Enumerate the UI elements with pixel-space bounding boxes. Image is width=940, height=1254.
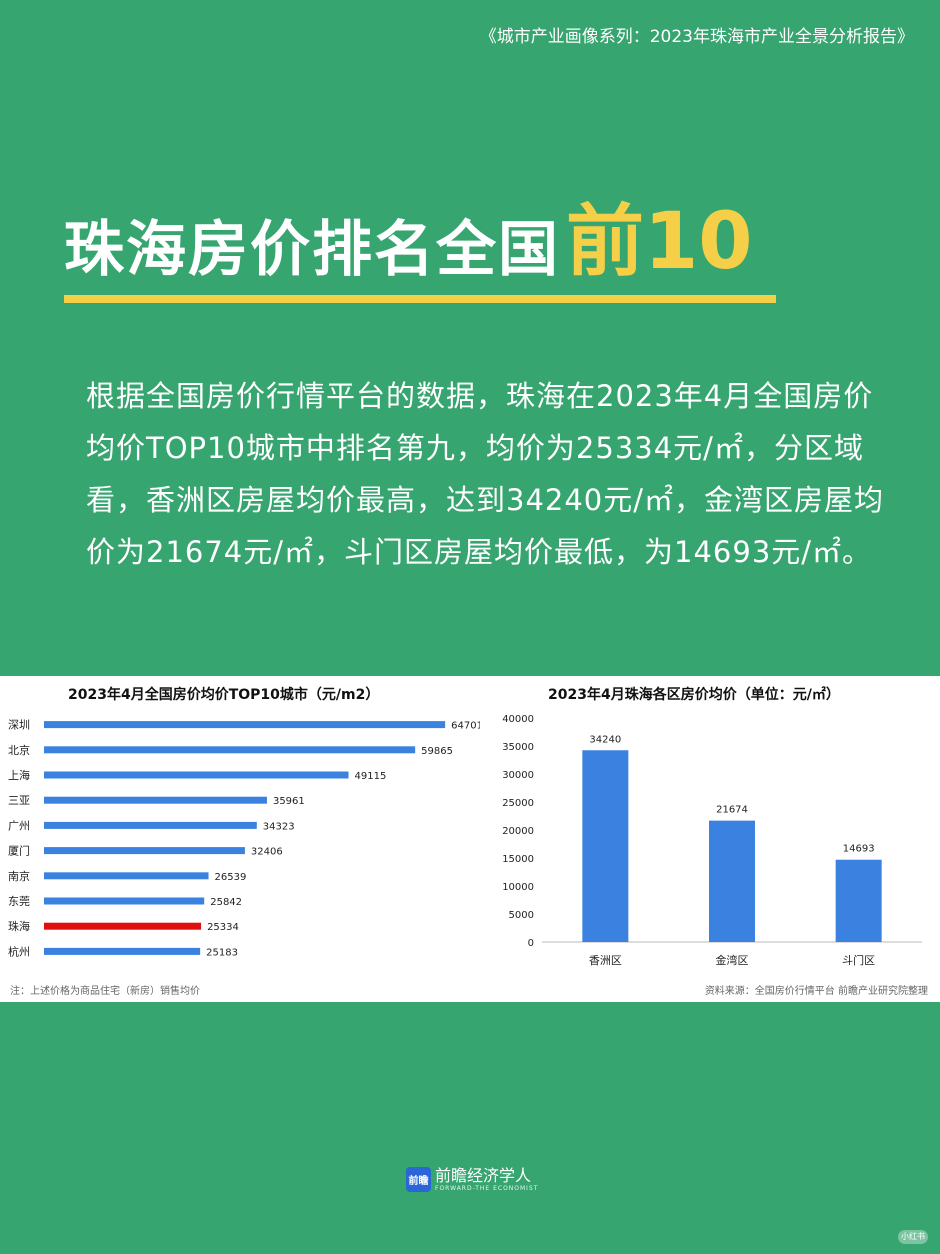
city-bar [44, 872, 209, 880]
city-label: 深圳 [8, 719, 30, 732]
y-tick-label: 40000 [502, 714, 534, 725]
y-tick-label: 25000 [502, 798, 534, 809]
headline-accent: 前10 [566, 197, 753, 287]
bar-value-label: 26539 [215, 872, 247, 883]
summary-paragraph: 根据全国房价行情平台的数据，珠海在2023年4月全国房价均价TOP10城市中排名… [86, 379, 885, 569]
right-chart-title: 2023年4月珠海各区房价均价（单位：元/㎡） [548, 687, 840, 703]
logo-badge: 前瞻 [406, 1167, 431, 1192]
district-label: 金湾区 [716, 953, 749, 967]
y-tick-label: 0 [528, 938, 534, 949]
district-bar [709, 820, 755, 942]
city-label: 南京 [8, 869, 30, 883]
bar-value-label: 25842 [210, 897, 242, 908]
headline-underline [64, 295, 776, 303]
chart-panel: 2023年4月全国房价均价TOP10城市（元/m2） 2023年4月珠海各区房价… [0, 676, 940, 1002]
y-tick-label: 30000 [502, 770, 534, 781]
bar-value-label: 25183 [206, 947, 238, 958]
city-label: 北京 [8, 743, 30, 757]
city-bar [44, 847, 245, 855]
headline-main: 珠海房价排名全国 [64, 215, 560, 285]
price-note: 注：上述价格为商品住宅（新房）销售均价 [10, 986, 200, 997]
y-tick-label: 10000 [502, 882, 534, 893]
bar-value-label: 34323 [263, 821, 295, 832]
y-tick-label: 20000 [502, 826, 534, 837]
city-bar [44, 947, 201, 955]
bar-value-label: 64701 [451, 721, 480, 732]
bar-value-label: 49115 [355, 771, 387, 782]
data-source: 资料来源：全国房价行情平台 前瞻产业研究院整理 [704, 986, 928, 997]
bar-value-label: 32406 [251, 847, 283, 858]
bar-value-label: 25334 [207, 922, 239, 933]
y-tick-label: 35000 [502, 742, 534, 753]
district-bar [835, 859, 882, 942]
city-bar [44, 721, 446, 729]
city-bar [44, 821, 257, 829]
y-tick-label: 5000 [509, 910, 534, 921]
city-label: 珠海 [8, 919, 30, 933]
bar-value-label: 21674 [716, 805, 748, 816]
district-label: 斗门区 [842, 953, 875, 967]
bar-value-label: 59865 [421, 746, 453, 757]
headline: 珠海房价排名全国 前10 [64, 188, 753, 288]
left-chart-title: 2023年4月全国房价均价TOP10城市（元/m2） [68, 687, 380, 703]
city-label: 东莞 [8, 895, 30, 908]
city-label: 三亚 [8, 794, 30, 807]
district-bar [582, 750, 629, 942]
district-price-bar-chart: 40000 35000 30000 25000 20000 15000 10000 5000 0… [502, 714, 922, 967]
brand-name: 前瞻经济学人 [435, 1166, 532, 1185]
bar-value-label: 34240 [589, 734, 621, 745]
city-label: 上海 [8, 768, 30, 782]
city-bar [44, 771, 349, 779]
bar-value-label: 14693 [843, 844, 875, 855]
city-label: 厦门 [8, 844, 30, 858]
highlight-bar [44, 922, 202, 930]
city-label: 杭州 [8, 944, 30, 958]
bar-value-label: 35961 [273, 796, 305, 807]
brand-tagline: FORWARD-THE ECONOMIST [435, 1185, 539, 1192]
city-price-bar-chart: 深圳 64701 北京 59865 上海 49115 三亚 35961 广州 34323 厦门 324… [8, 719, 480, 959]
report-series-caption: 《城市产业画像系列：2023年珠海市产业全景分析报告》 [479, 27, 914, 47]
city-label: 广州 [8, 819, 30, 832]
city-bar [44, 746, 416, 754]
platform-watermark: 小红书 [898, 1230, 928, 1244]
district-label: 香洲区 [589, 954, 622, 967]
city-bar [44, 897, 205, 905]
brand-logo: 前瞻 前瞻经济学人 FORWARD-THE ECONOMIST [406, 1167, 538, 1192]
city-bar [44, 796, 267, 804]
y-tick-label: 15000 [502, 854, 534, 865]
